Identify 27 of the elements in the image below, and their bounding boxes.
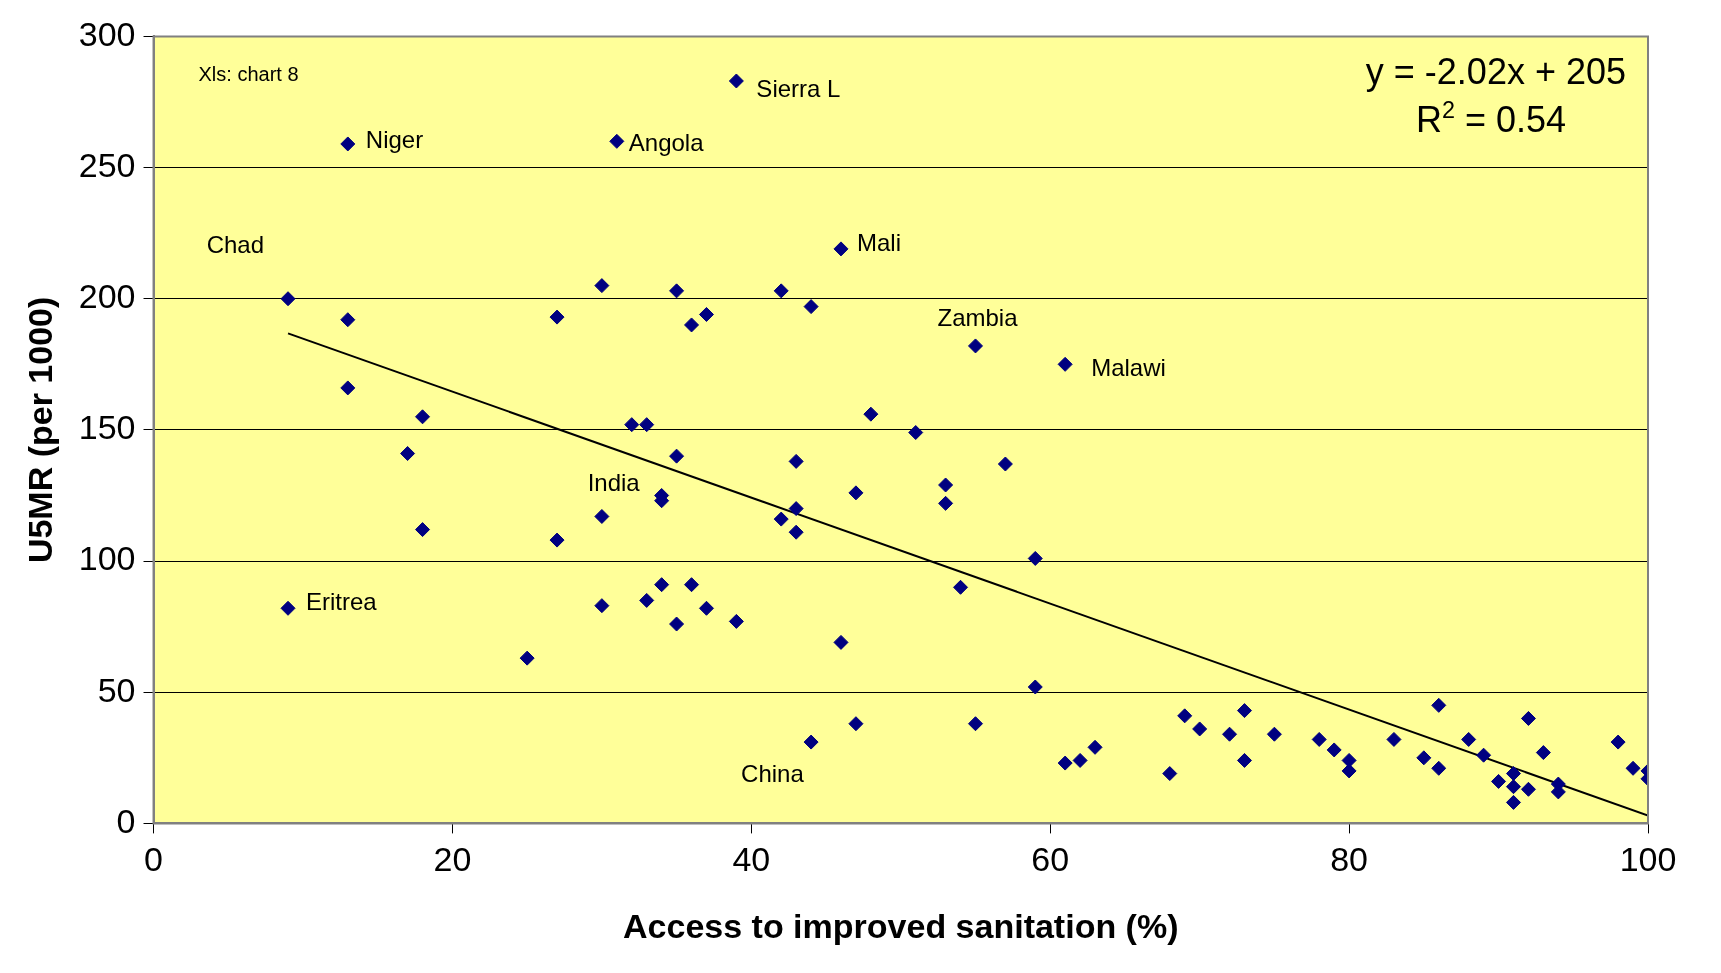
- annotation: China: [741, 760, 805, 788]
- annotation: Zambia: [937, 303, 1019, 331]
- y-tick-label: 100: [78, 539, 136, 578]
- annotation: Angola: [628, 129, 705, 157]
- y-tick-label: 150: [78, 408, 136, 447]
- x-tick-label: 20: [433, 840, 472, 879]
- annotation: Sierra L: [756, 75, 841, 102]
- annotation: Mali: [856, 228, 901, 256]
- annotation: Niger: [365, 125, 424, 153]
- y-tick-label: 0: [116, 801, 136, 840]
- annotation: y = -2.02x + 205: [1365, 51, 1627, 93]
- y-tick-label: 300: [78, 14, 136, 53]
- y-axis-title: U5MR (per 1000): [20, 296, 59, 564]
- y-tick-label: 250: [78, 145, 136, 184]
- x-axis-title: Access to improved sanitation (%): [623, 906, 1179, 945]
- x-tick-label: 40: [732, 840, 771, 879]
- x-tick-label: 60: [1031, 840, 1070, 879]
- annotation: Malawi: [1091, 354, 1166, 382]
- annotation: Chad: [206, 230, 265, 258]
- y-tick-label: 200: [78, 277, 136, 316]
- x-tick-label: 80: [1330, 840, 1369, 879]
- annotation: India: [587, 469, 641, 497]
- annotation: Eritrea: [306, 588, 378, 616]
- y-tick-label: 50: [97, 670, 136, 709]
- x-tick-label: 100: [1619, 840, 1677, 879]
- x-tick-label: 0: [144, 840, 163, 879]
- annotation: Xls: chart 8: [198, 63, 299, 86]
